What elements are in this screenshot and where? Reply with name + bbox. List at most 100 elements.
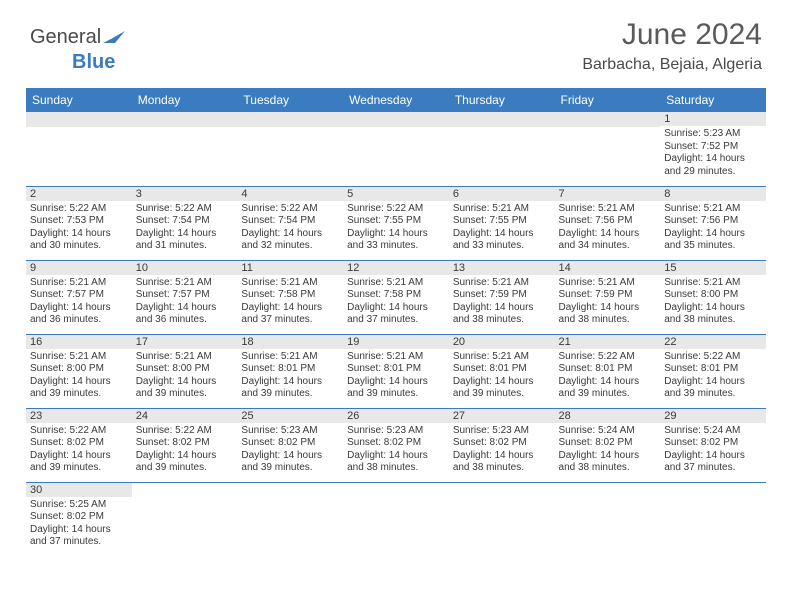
sunset-line: Sunset: 7:55 PM [347,215,445,228]
day-info: Sunrise: 5:21 AMSunset: 7:57 PMDaylight:… [26,275,132,327]
sunset-line: Sunset: 8:02 PM [347,437,445,450]
sunrise-line: Sunrise: 5:21 AM [559,277,657,290]
day-number: 21 [555,335,661,349]
day-cell: 14Sunrise: 5:21 AMSunset: 7:59 PMDayligh… [555,260,661,334]
day-info: Sunrise: 5:21 AMSunset: 8:00 PMDaylight:… [660,275,766,327]
day-info: Sunrise: 5:21 AMSunset: 7:59 PMDaylight:… [555,275,661,327]
day-cell: 15Sunrise: 5:21 AMSunset: 8:00 PMDayligh… [660,260,766,334]
sunset-line: Sunset: 8:02 PM [559,437,657,450]
sunset-line: Sunset: 7:56 PM [559,215,657,228]
day-info: Sunrise: 5:22 AMSunset: 8:02 PMDaylight:… [132,423,238,475]
title-block: June 2024 Barbacha, Bejaia, Algeria [582,18,762,74]
day-number: 6 [449,187,555,201]
day-number: 19 [343,335,449,349]
sunrise-line: Sunrise: 5:21 AM [30,277,128,290]
day-info: Sunrise: 5:24 AMSunset: 8:02 PMDaylight:… [660,423,766,475]
sunset-line: Sunset: 8:00 PM [664,289,762,302]
daylight-line: Daylight: 14 hours and 39 minutes. [136,376,234,401]
sunrise-line: Sunrise: 5:24 AM [664,425,762,438]
empty-cell [26,112,132,186]
empty-cell [132,112,238,186]
sunset-line: Sunset: 8:02 PM [453,437,551,450]
day-info: Sunrise: 5:21 AMSunset: 7:56 PMDaylight:… [555,201,661,253]
logo: GeneralBlue [30,26,125,74]
empty-cell [555,112,661,186]
daylight-line: Daylight: 14 hours and 37 minutes. [347,302,445,327]
daylight-line: Daylight: 14 hours and 34 minutes. [559,228,657,253]
sunset-line: Sunset: 7:59 PM [559,289,657,302]
day-cell: 25Sunrise: 5:23 AMSunset: 8:02 PMDayligh… [237,408,343,482]
sunrise-line: Sunrise: 5:22 AM [241,203,339,216]
day-info: Sunrise: 5:22 AMSunset: 7:54 PMDaylight:… [132,201,238,253]
empty-bar [237,112,343,127]
logo-mark-icon [103,26,125,49]
day-info: Sunrise: 5:22 AMSunset: 8:02 PMDaylight:… [26,423,132,475]
sunset-line: Sunset: 7:57 PM [136,289,234,302]
daylight-line: Daylight: 14 hours and 39 minutes. [347,376,445,401]
daylight-line: Daylight: 14 hours and 38 minutes. [559,450,657,475]
day-number: 28 [555,409,661,423]
sunset-line: Sunset: 7:53 PM [30,215,128,228]
empty-bar [132,112,238,127]
day-cell: 8Sunrise: 5:21 AMSunset: 7:56 PMDaylight… [660,186,766,260]
day-number: 8 [660,187,766,201]
empty-bar [555,112,661,127]
day-cell: 5Sunrise: 5:22 AMSunset: 7:55 PMDaylight… [343,186,449,260]
empty-cell [343,112,449,186]
sunrise-line: Sunrise: 5:23 AM [241,425,339,438]
sunrise-line: Sunrise: 5:21 AM [453,203,551,216]
week-row: 23Sunrise: 5:22 AMSunset: 8:02 PMDayligh… [26,408,766,482]
day-info: Sunrise: 5:21 AMSunset: 7:59 PMDaylight:… [449,275,555,327]
day-cell: 11Sunrise: 5:21 AMSunset: 7:58 PMDayligh… [237,260,343,334]
header: GeneralBlue June 2024 Barbacha, Bejaia, … [0,0,792,82]
empty-cell [343,482,449,556]
sunset-line: Sunset: 7:55 PM [453,215,551,228]
day-cell: 4Sunrise: 5:22 AMSunset: 7:54 PMDaylight… [237,186,343,260]
sunset-line: Sunset: 8:00 PM [30,363,128,376]
day-info: Sunrise: 5:21 AMSunset: 8:01 PMDaylight:… [343,349,449,401]
day-cell: 30Sunrise: 5:25 AMSunset: 8:02 PMDayligh… [26,482,132,556]
day-info: Sunrise: 5:21 AMSunset: 7:57 PMDaylight:… [132,275,238,327]
sunset-line: Sunset: 7:59 PM [453,289,551,302]
daylight-line: Daylight: 14 hours and 39 minutes. [136,450,234,475]
sunset-line: Sunset: 7:52 PM [664,141,762,154]
daylight-line: Daylight: 14 hours and 38 minutes. [453,302,551,327]
day-number: 30 [26,483,132,497]
day-number: 17 [132,335,238,349]
empty-cell [449,482,555,556]
sunset-line: Sunset: 7:58 PM [347,289,445,302]
day-number: 7 [555,187,661,201]
day-info: Sunrise: 5:23 AMSunset: 7:52 PMDaylight:… [660,126,766,178]
sunrise-line: Sunrise: 5:21 AM [453,277,551,290]
day-number: 22 [660,335,766,349]
day-cell: 2Sunrise: 5:22 AMSunset: 7:53 PMDaylight… [26,186,132,260]
day-cell: 6Sunrise: 5:21 AMSunset: 7:55 PMDaylight… [449,186,555,260]
day-number: 1 [660,112,766,126]
day-number: 16 [26,335,132,349]
day-info: Sunrise: 5:21 AMSunset: 8:00 PMDaylight:… [132,349,238,401]
daylight-line: Daylight: 14 hours and 38 minutes. [347,450,445,475]
day-cell: 1Sunrise: 5:23 AMSunset: 7:52 PMDaylight… [660,112,766,186]
sunrise-line: Sunrise: 5:21 AM [136,351,234,364]
sunset-line: Sunset: 8:00 PM [136,363,234,376]
day-info: Sunrise: 5:25 AMSunset: 8:02 PMDaylight:… [26,497,132,549]
week-row: 16Sunrise: 5:21 AMSunset: 8:00 PMDayligh… [26,334,766,408]
day-cell: 26Sunrise: 5:23 AMSunset: 8:02 PMDayligh… [343,408,449,482]
day-info: Sunrise: 5:23 AMSunset: 8:02 PMDaylight:… [237,423,343,475]
day-header: Wednesday [343,88,449,112]
day-info: Sunrise: 5:21 AMSunset: 8:00 PMDaylight:… [26,349,132,401]
sunset-line: Sunset: 8:01 PM [241,363,339,376]
daylight-line: Daylight: 14 hours and 36 minutes. [30,302,128,327]
day-number: 23 [26,409,132,423]
daylight-line: Daylight: 14 hours and 36 minutes. [136,302,234,327]
sunset-line: Sunset: 7:54 PM [136,215,234,228]
sunrise-line: Sunrise: 5:21 AM [453,351,551,364]
day-header: Friday [555,88,661,112]
sunrise-line: Sunrise: 5:21 AM [664,203,762,216]
day-number: 13 [449,261,555,275]
day-info: Sunrise: 5:22 AMSunset: 7:53 PMDaylight:… [26,201,132,253]
day-cell: 21Sunrise: 5:22 AMSunset: 8:01 PMDayligh… [555,334,661,408]
sunrise-line: Sunrise: 5:21 AM [347,351,445,364]
day-cell: 3Sunrise: 5:22 AMSunset: 7:54 PMDaylight… [132,186,238,260]
daylight-line: Daylight: 14 hours and 39 minutes. [453,376,551,401]
